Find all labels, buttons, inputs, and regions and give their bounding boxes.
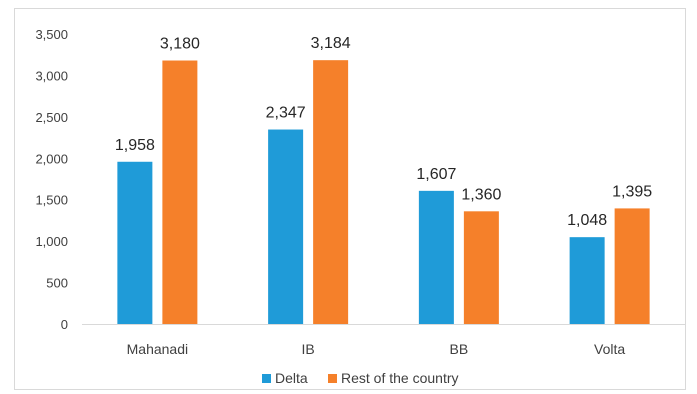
x-tick-label: Volta xyxy=(594,341,625,357)
data-label: 1,048 xyxy=(567,212,607,229)
legend-swatch-delta xyxy=(262,374,271,383)
bar-rest-of-country xyxy=(162,60,198,325)
bar-rest-of-country xyxy=(463,211,499,324)
bar-delta xyxy=(268,129,304,324)
data-label: 1,607 xyxy=(416,166,456,183)
y-tick-label: 2,000 xyxy=(35,151,68,166)
bar-rest-of-country xyxy=(313,60,349,324)
legend-label: Rest of the country xyxy=(341,370,459,386)
data-label: 1,360 xyxy=(461,186,501,203)
data-label: 3,184 xyxy=(311,35,351,52)
x-tick-label: Mahanadi xyxy=(127,341,189,357)
bar-rest-of-country xyxy=(614,208,650,324)
bar-delta xyxy=(569,237,605,324)
data-label: 1,395 xyxy=(612,183,652,200)
legend-swatch-rest-of-country xyxy=(328,374,337,383)
y-tick-label: 500 xyxy=(46,276,68,291)
x-tick-label: IB xyxy=(302,341,315,357)
y-tick-label: 1,000 xyxy=(35,234,68,249)
data-label: 3,180 xyxy=(160,36,200,53)
data-label: 1,958 xyxy=(115,137,155,154)
y-tick-label: 3,000 xyxy=(35,68,68,83)
bar-delta xyxy=(418,190,454,324)
y-tick-label: 1,500 xyxy=(35,193,68,208)
data-label: 2,347 xyxy=(266,105,306,122)
y-tick-label: 3,500 xyxy=(35,27,68,42)
y-tick-label: 2,500 xyxy=(35,110,68,125)
bar-delta xyxy=(117,161,153,324)
legend-label: Delta xyxy=(275,370,308,386)
y-tick-label: 0 xyxy=(61,317,68,332)
x-tick-label: BB xyxy=(450,341,469,357)
